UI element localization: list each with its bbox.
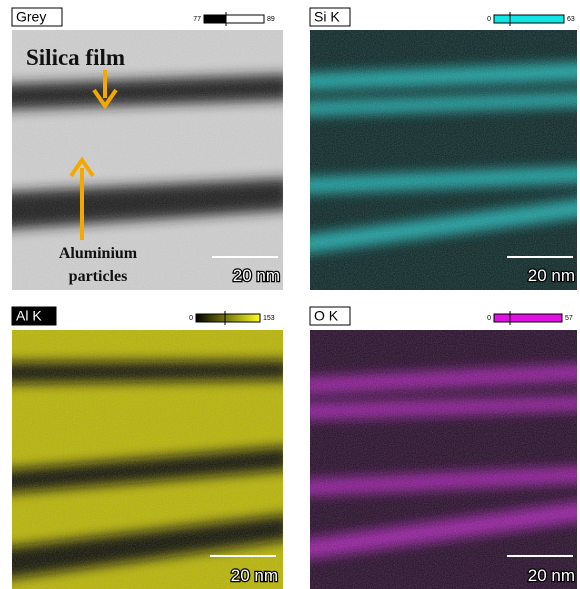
- scale-min: 0: [487, 315, 491, 322]
- annotation: Aluminium: [59, 245, 138, 262]
- scale-max: 63: [567, 16, 575, 23]
- scale-bar-label: 20 nm: [528, 566, 575, 585]
- scale-min: 0: [189, 315, 193, 322]
- figure: Grey Si K Al K O K 77 89 0 63 0 153 0 57…: [0, 0, 580, 589]
- scale-bar-fill: [204, 15, 226, 23]
- panel-label: Grey: [16, 9, 46, 25]
- scale-bar-label: 20 nm: [233, 266, 280, 285]
- scale-min: 0: [487, 16, 491, 23]
- scale-box: [494, 15, 564, 23]
- annotation: particles: [69, 268, 128, 285]
- scale-max: 57: [565, 315, 573, 322]
- o-map: [300, 330, 580, 589]
- scale-box: [494, 314, 562, 322]
- scale-min: 77: [193, 16, 201, 23]
- scale-bar-label: 20 nm: [528, 266, 575, 285]
- si-map: [300, 30, 580, 290]
- annotation: Silica film: [26, 45, 125, 70]
- scale-box: [196, 314, 260, 322]
- scale-max: 153: [263, 315, 275, 322]
- scale-bar-label: 20 nm: [231, 566, 278, 585]
- panel-label: Si K: [314, 9, 340, 25]
- panel-label: Al K: [16, 308, 42, 324]
- scale-max: 89: [267, 16, 275, 23]
- al-map: [0, 330, 290, 589]
- panel-label: O K: [314, 308, 339, 324]
